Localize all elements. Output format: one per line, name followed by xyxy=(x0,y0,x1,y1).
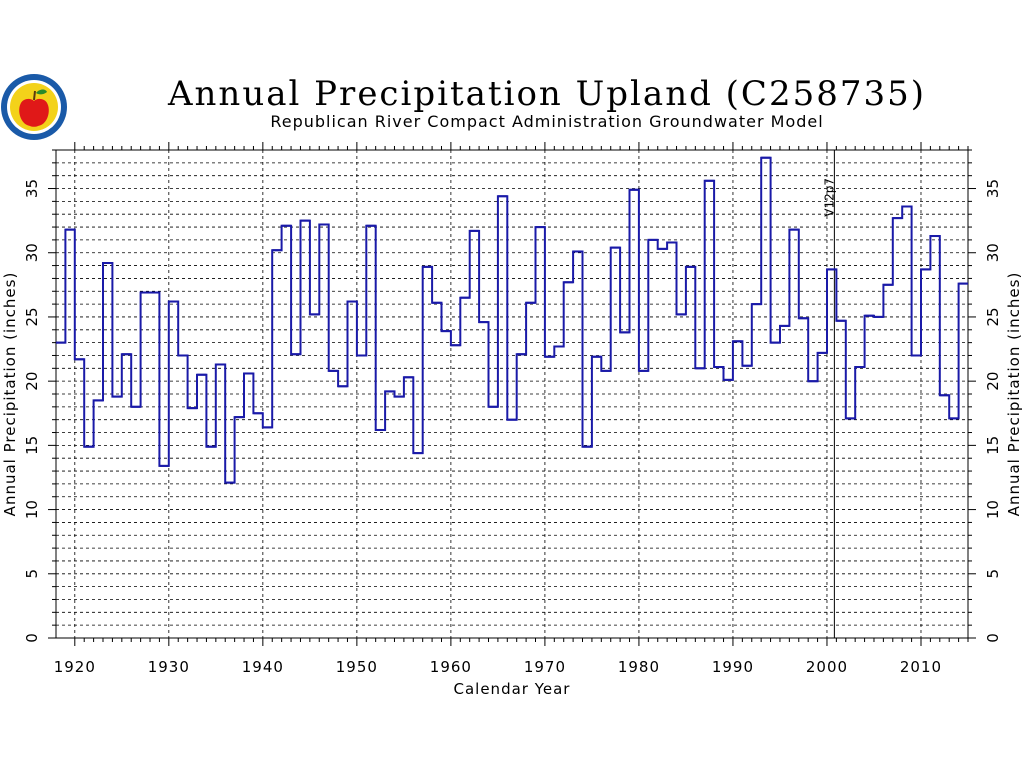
y-tick-label-left: 20 xyxy=(23,372,41,391)
x-tick-label: 2000 xyxy=(806,658,848,676)
x-tick-label: 1960 xyxy=(430,658,472,676)
x-axis-label: Calendar Year xyxy=(454,680,571,698)
y-tick-label-left: 35 xyxy=(23,179,41,198)
x-tick-label: 2010 xyxy=(900,658,942,676)
chart-title: Annual Precipitation Upland (C258735) xyxy=(167,74,927,114)
y-tick-label-right: 15 xyxy=(984,436,1002,455)
precipitation-series xyxy=(56,156,968,484)
y-tick-label-right: 30 xyxy=(984,243,1002,262)
x-tick-label: 1970 xyxy=(524,658,566,676)
x-tick-label: 1990 xyxy=(712,658,754,676)
chart-subtitle: Republican River Compact Administration … xyxy=(270,112,824,131)
y-tick-label-right: 35 xyxy=(984,179,1002,198)
x-tick-label: 1940 xyxy=(242,658,284,676)
grid xyxy=(56,150,968,638)
y-tick-label-right: 0 xyxy=(984,633,1002,643)
y-tick-label-left: 5 xyxy=(23,569,41,579)
y-tick-label-left: 25 xyxy=(23,307,41,326)
y-tick-label-right: 5 xyxy=(984,569,1002,579)
y-tick-label-left: 15 xyxy=(23,436,41,455)
y-axis-label-left: Annual Precipitation (inches) xyxy=(1,272,19,517)
logo xyxy=(1,74,67,140)
y-tick-labels-left: 0 5 10 15 20 25 30 35 xyxy=(23,179,41,643)
y-tick-label-left: 30 xyxy=(23,243,41,262)
y-tick-label-left: 10 xyxy=(23,500,41,519)
x-tick-labels: 1920 1930 1940 1950 1960 1970 1980 1990 2000 2010 xyxy=(54,658,942,676)
x-tick-label: 1980 xyxy=(618,658,660,676)
x-tick-label: 1950 xyxy=(336,658,378,676)
y-tick-label-left: 0 xyxy=(23,633,41,643)
y-tick-label-right: 20 xyxy=(984,372,1002,391)
annotations: V12p7 xyxy=(822,150,836,638)
y-tick-labels-right: 0 5 10 15 20 25 30 35 xyxy=(984,179,1002,643)
annotation-label: V12p7 xyxy=(822,178,836,217)
axis-ticks xyxy=(48,142,976,646)
y-axis-label-right: Annual Precipitation (inches) xyxy=(1005,272,1023,517)
x-tick-label: 1930 xyxy=(148,658,190,676)
x-tick-label: 1920 xyxy=(54,658,96,676)
y-tick-label-right: 10 xyxy=(984,500,1002,519)
y-tick-label-right: 25 xyxy=(984,307,1002,326)
